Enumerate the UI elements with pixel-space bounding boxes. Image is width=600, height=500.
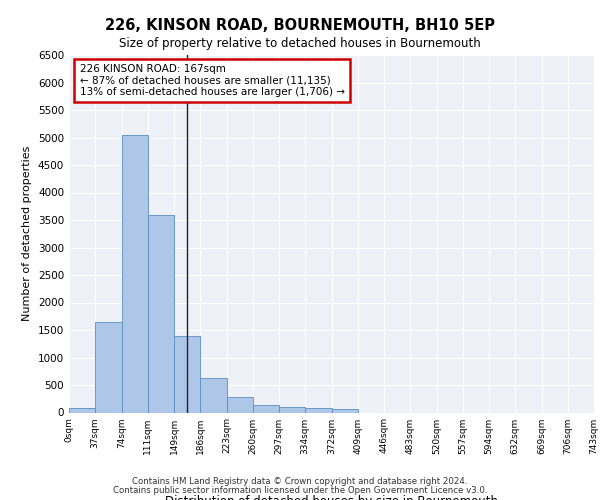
Text: Size of property relative to detached houses in Bournemouth: Size of property relative to detached ho…	[119, 38, 481, 51]
Text: 226 KINSON ROAD: 167sqm
← 87% of detached houses are smaller (11,135)
13% of sem: 226 KINSON ROAD: 167sqm ← 87% of detache…	[79, 64, 344, 97]
Bar	[305, 408, 331, 412]
Bar	[227, 396, 253, 412]
Bar	[121, 135, 148, 412]
Bar	[331, 410, 358, 412]
Bar	[69, 408, 95, 412]
Y-axis label: Number of detached properties: Number of detached properties	[22, 146, 32, 322]
Bar	[148, 214, 174, 412]
Text: Contains public sector information licensed under the Open Government Licence v3: Contains public sector information licen…	[113, 486, 487, 495]
Text: 226, KINSON ROAD, BOURNEMOUTH, BH10 5EP: 226, KINSON ROAD, BOURNEMOUTH, BH10 5EP	[105, 18, 495, 32]
Bar	[174, 336, 200, 412]
X-axis label: Distribution of detached houses by size in Bournemouth: Distribution of detached houses by size …	[165, 496, 498, 500]
Bar	[253, 404, 279, 412]
Text: Contains HM Land Registry data © Crown copyright and database right 2024.: Contains HM Land Registry data © Crown c…	[132, 478, 468, 486]
Bar	[279, 406, 305, 412]
Bar	[200, 378, 227, 412]
Bar	[95, 322, 121, 412]
